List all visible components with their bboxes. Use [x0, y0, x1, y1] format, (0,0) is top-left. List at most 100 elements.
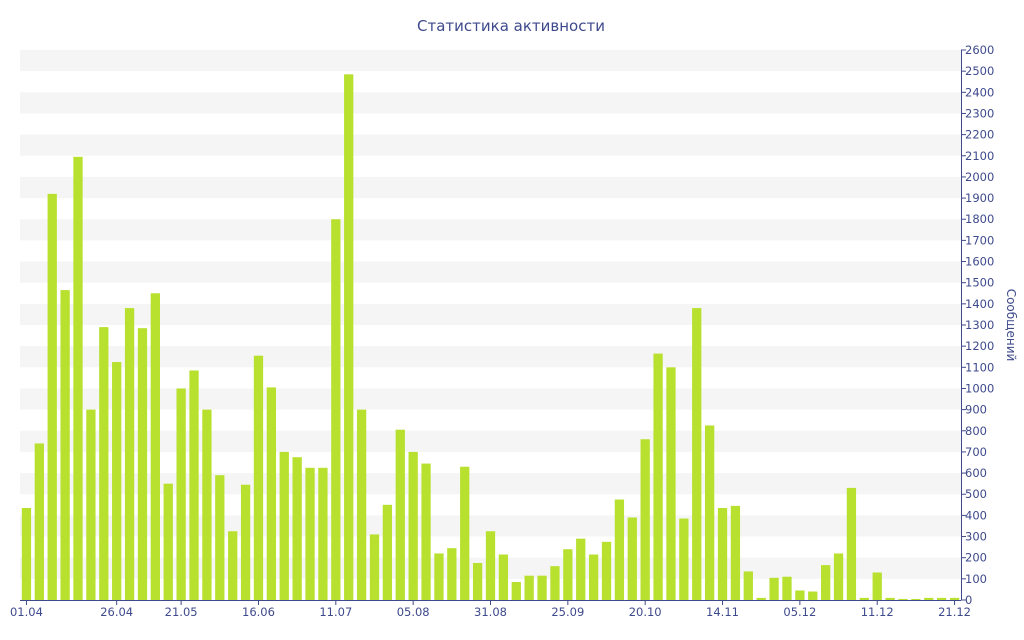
bar[interactable]: [447, 548, 457, 600]
y-tick-label: 1900: [965, 191, 994, 205]
bar[interactable]: [704, 425, 715, 600]
bar[interactable]: [885, 597, 895, 600]
bar[interactable]: [382, 504, 393, 600]
bar[interactable]: [550, 566, 560, 600]
bar[interactable]: [112, 362, 122, 600]
bar[interactable]: [176, 388, 186, 600]
bar[interactable]: [898, 598, 908, 600]
y-tick-label: 1300: [965, 318, 994, 332]
bar[interactable]: [614, 499, 625, 600]
grid-band: [20, 473, 961, 495]
bar[interactable]: [279, 451, 289, 600]
bar[interactable]: [124, 308, 135, 600]
bar[interactable]: [769, 577, 779, 600]
bar[interactable]: [86, 409, 96, 600]
y-tick-label: 100: [965, 572, 987, 586]
bar[interactable]: [872, 572, 882, 601]
y-tick-label: 2000: [965, 170, 994, 184]
bar[interactable]: [537, 575, 547, 600]
grid-band: [20, 92, 961, 114]
x-tick-label: 01.04: [10, 605, 43, 619]
bar[interactable]: [846, 487, 857, 600]
bar[interactable]: [460, 466, 470, 600]
bar[interactable]: [202, 409, 212, 600]
bar[interactable]: [150, 293, 160, 600]
bar[interactable]: [666, 367, 676, 600]
bar[interactable]: [472, 562, 483, 600]
bar[interactable]: [60, 290, 70, 600]
bar[interactable]: [524, 575, 534, 600]
bar[interactable]: [911, 598, 921, 600]
bar[interactable]: [240, 484, 251, 600]
y-tick-label: 1100: [965, 360, 994, 374]
bar[interactable]: [47, 193, 57, 600]
bar[interactable]: [588, 554, 599, 600]
x-tick-label: 11.07: [319, 605, 352, 619]
bar[interactable]: [434, 553, 444, 600]
bar[interactable]: [949, 597, 960, 600]
bar[interactable]: [937, 597, 947, 600]
grid-band: [20, 303, 961, 325]
bar[interactable]: [408, 451, 418, 600]
bar[interactable]: [421, 463, 431, 600]
bar[interactable]: [498, 554, 509, 600]
bar[interactable]: [318, 467, 328, 600]
bar[interactable]: [640, 439, 650, 600]
bar[interactable]: [576, 538, 586, 600]
bar[interactable]: [395, 429, 405, 600]
bar[interactable]: [292, 457, 302, 600]
bar[interactable]: [73, 156, 83, 601]
y-tick-label: 2500: [965, 64, 994, 78]
bar[interactable]: [34, 443, 44, 600]
grid-band: [20, 219, 961, 241]
y-tick-label: 800: [965, 424, 987, 438]
bar[interactable]: [717, 507, 728, 600]
bar[interactable]: [653, 353, 663, 600]
bar[interactable]: [99, 327, 109, 600]
grid-band: [20, 346, 961, 368]
y-tick-label: 1600: [965, 255, 994, 269]
bar[interactable]: [730, 505, 741, 600]
bars: [21, 74, 960, 601]
grid-band: [20, 50, 961, 72]
bar[interactable]: [692, 308, 702, 600]
bar[interactable]: [601, 541, 612, 600]
bar[interactable]: [215, 475, 225, 600]
x-tick-label: 11.12: [861, 605, 894, 619]
bar[interactable]: [833, 553, 844, 600]
bar[interactable]: [189, 370, 199, 600]
bar[interactable]: [344, 74, 354, 601]
bar[interactable]: [163, 483, 173, 600]
bar[interactable]: [795, 590, 805, 600]
bar[interactable]: [356, 409, 367, 600]
bar[interactable]: [924, 597, 934, 600]
bar[interactable]: [563, 549, 573, 600]
y-tick-label: 2600: [965, 43, 994, 57]
bar[interactable]: [228, 531, 238, 600]
bar[interactable]: [369, 534, 380, 600]
bar[interactable]: [679, 518, 689, 600]
bar[interactable]: [266, 387, 277, 600]
y-tick-label: 1400: [965, 297, 994, 311]
grid-band: [20, 176, 961, 199]
y-tick-label: 1700: [965, 233, 994, 247]
bar[interactable]: [21, 507, 32, 600]
bar[interactable]: [821, 565, 831, 600]
bar[interactable]: [485, 531, 496, 600]
bar[interactable]: [305, 467, 315, 600]
bar[interactable]: [756, 597, 766, 600]
bar[interactable]: [808, 591, 818, 600]
bar[interactable]: [627, 517, 637, 601]
bar[interactable]: [331, 219, 341, 600]
bar[interactable]: [782, 576, 792, 600]
grid-bands: [20, 50, 961, 579]
x-tick-label: 16.06: [242, 605, 275, 619]
bar[interactable]: [137, 328, 148, 600]
bar[interactable]: [859, 597, 869, 600]
bar[interactable]: [743, 571, 753, 600]
y-tick-label: 1000: [965, 381, 994, 395]
y-tick-label: 0: [965, 593, 972, 607]
bar[interactable]: [511, 582, 521, 600]
bar[interactable]: [253, 355, 264, 600]
